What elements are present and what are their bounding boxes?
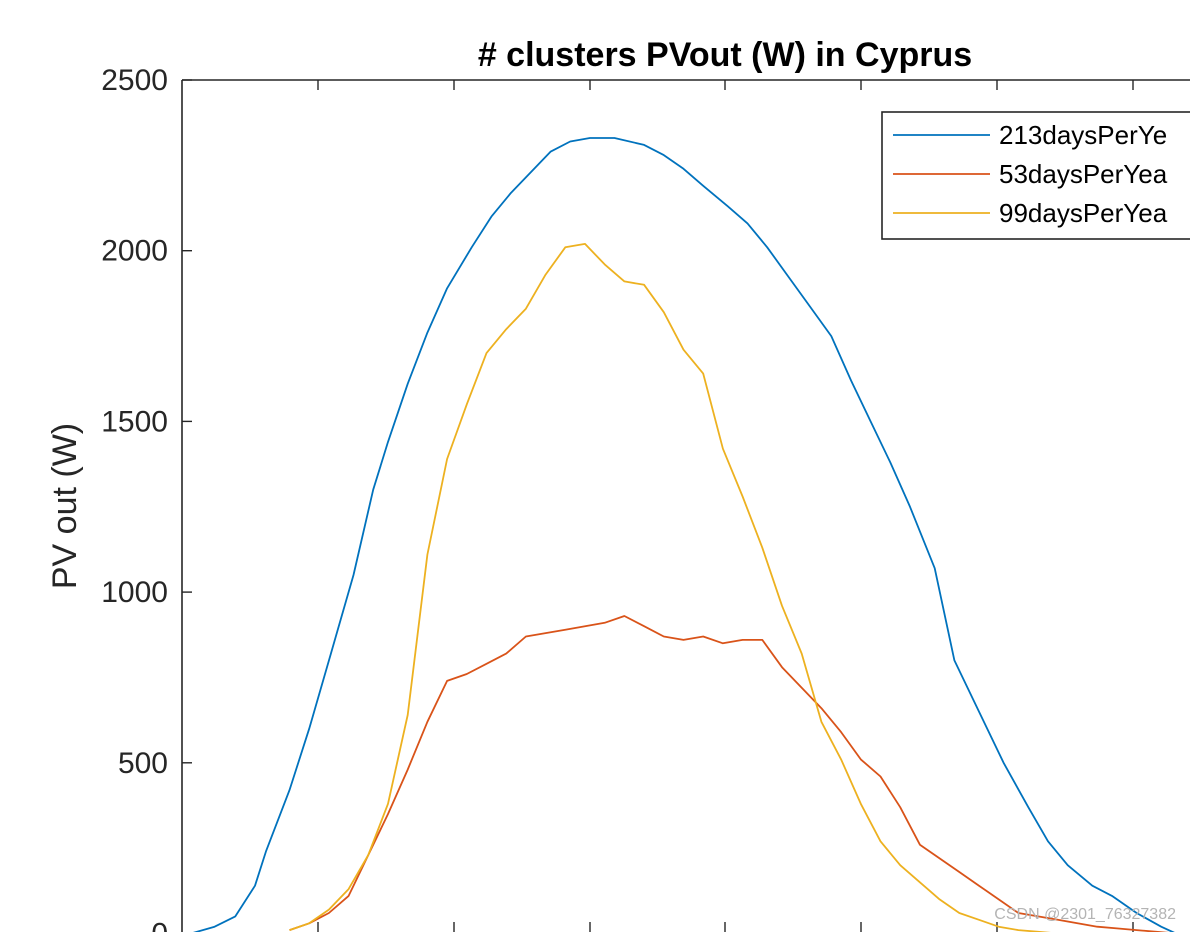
y-axis-label: PV out (W) [46, 423, 84, 589]
y-tick-label: 500 [118, 747, 168, 780]
axes: 0 500 1000 1500 2000 2500 [101, 64, 1190, 932]
y-tick-label: 2500 [101, 64, 168, 97]
series-layer [192, 137, 1175, 932]
y-tick-label: 1000 [101, 576, 168, 609]
chart-title: # clusters PVout (W) in Cyprus [478, 36, 972, 74]
series-line-2 [289, 615, 1170, 932]
legend-label-2: 53daysPerYea [999, 159, 1168, 189]
y-tick-label: 0 [151, 918, 168, 932]
y-tick-label: 1500 [101, 405, 168, 438]
legend-label-3: 99daysPerYea [999, 198, 1168, 228]
legend-label-1: 213daysPerYe [999, 120, 1167, 150]
legend-box [881, 111, 1190, 240]
series-line-1 [192, 137, 1175, 932]
y-tick-label: 2000 [101, 235, 168, 268]
legend: 213daysPerYe 53daysPerYea 99daysPerYea [881, 111, 1190, 240]
series-line-3 [289, 242, 1051, 932]
watermark-text: CSDN @2301_76327382 [994, 906, 1176, 923]
